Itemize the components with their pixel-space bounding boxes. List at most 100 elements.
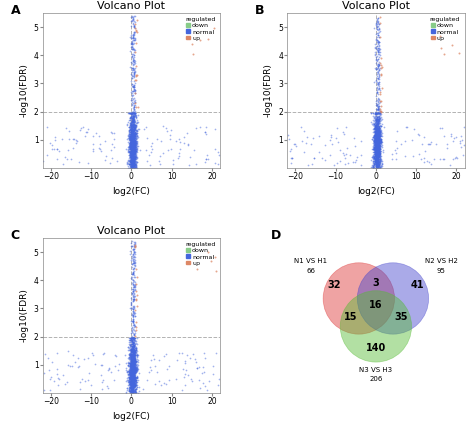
Point <box>131 292 139 299</box>
Point <box>130 136 137 143</box>
Point <box>371 152 379 159</box>
Point <box>128 149 136 156</box>
Point <box>374 159 382 165</box>
Point <box>373 96 381 103</box>
Point <box>127 335 134 342</box>
Point <box>125 143 132 150</box>
Point <box>128 304 136 311</box>
Point <box>65 127 73 134</box>
Point <box>371 122 379 129</box>
Point <box>370 153 377 160</box>
Point <box>128 135 135 142</box>
Point <box>128 137 136 144</box>
Point <box>373 140 381 147</box>
Point <box>373 134 380 141</box>
Point <box>131 376 138 383</box>
Point <box>374 134 382 141</box>
Point <box>377 139 384 146</box>
Point <box>128 129 136 136</box>
Point <box>131 133 139 140</box>
Point <box>129 162 137 169</box>
Point <box>374 131 382 138</box>
Point <box>129 383 137 390</box>
Point <box>131 369 138 376</box>
Point <box>374 152 381 159</box>
Point <box>375 125 383 132</box>
Point <box>130 69 138 76</box>
Point <box>127 157 135 164</box>
Point <box>130 157 137 164</box>
Point <box>128 141 136 148</box>
Point <box>130 340 137 347</box>
Point <box>128 372 136 379</box>
Point <box>372 118 379 124</box>
Point <box>371 129 379 136</box>
Point <box>372 162 380 168</box>
Point <box>127 353 135 359</box>
Point <box>130 139 137 146</box>
Point <box>126 379 133 386</box>
Point <box>127 360 134 367</box>
Point <box>128 375 136 381</box>
Point <box>127 131 134 138</box>
Point <box>339 128 346 135</box>
Point <box>129 121 137 127</box>
Point <box>129 133 137 140</box>
Point <box>131 90 139 97</box>
Point <box>369 156 377 162</box>
Point <box>374 138 382 145</box>
Point <box>374 125 382 132</box>
Point <box>374 125 382 132</box>
Point <box>374 146 381 152</box>
Point <box>132 385 140 392</box>
Point <box>130 295 137 302</box>
Point <box>128 130 136 137</box>
Point <box>130 48 137 55</box>
Point <box>376 146 384 152</box>
Point <box>376 108 383 115</box>
Point <box>129 146 137 153</box>
Point <box>373 139 380 146</box>
Point <box>127 351 134 358</box>
Point <box>129 160 137 167</box>
Point <box>128 372 136 378</box>
Point <box>132 154 139 161</box>
Point <box>131 153 138 160</box>
Point <box>129 117 137 124</box>
Point <box>375 146 383 152</box>
Point <box>128 160 136 167</box>
Point <box>132 26 140 33</box>
Point <box>127 378 135 385</box>
Point <box>374 44 382 51</box>
Point <box>375 129 383 136</box>
Point <box>374 145 381 152</box>
Point <box>130 338 137 345</box>
Point <box>182 360 189 367</box>
Point <box>128 374 136 381</box>
Point <box>130 357 137 364</box>
Point <box>129 368 137 375</box>
Point <box>182 381 189 388</box>
Point <box>131 141 138 148</box>
Point <box>127 136 134 143</box>
Point <box>130 142 137 149</box>
Point <box>128 158 136 165</box>
Point <box>130 70 138 77</box>
Point <box>130 381 137 388</box>
Point <box>129 116 137 123</box>
Point <box>193 364 201 371</box>
Point <box>204 249 212 256</box>
Point <box>131 351 139 358</box>
Point <box>129 146 137 152</box>
Point <box>129 113 137 120</box>
Point <box>370 121 377 128</box>
Point <box>371 152 379 159</box>
Point <box>371 127 378 134</box>
Point <box>134 142 141 149</box>
Point <box>127 318 135 324</box>
Point <box>373 133 381 140</box>
Point <box>376 139 383 146</box>
Point <box>175 136 183 143</box>
Point <box>129 117 137 124</box>
Point <box>127 139 134 146</box>
